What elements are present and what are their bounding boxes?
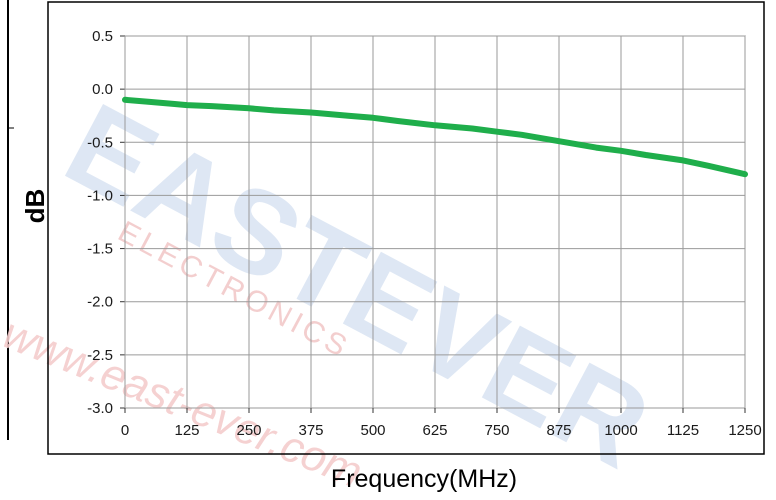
x-tick-label: 250 — [236, 422, 261, 439]
y-tick-label: 0.5 — [92, 28, 113, 45]
series-group — [122, 96, 748, 178]
x-tick-labels: 0 125 250 375 500 625 750 875 1000 1125 1250 — [121, 422, 762, 439]
data-point — [395, 118, 401, 124]
y-tick-label: -0.5 — [87, 134, 113, 151]
y-tick-label: 0.0 — [92, 81, 113, 98]
x-tick-label: 875 — [546, 422, 571, 439]
y-tick-labels: 0.5 0.0 -0.5 -1.0 -1.5 -2.0 -2.5 -3.0 — [87, 28, 113, 417]
x-tick-label: 125 — [174, 422, 199, 439]
x-tick-label: 500 — [360, 422, 385, 439]
data-point — [556, 138, 562, 144]
data-point — [680, 157, 686, 163]
plot-frame — [47, 1, 765, 455]
x-tick-label: 625 — [422, 422, 447, 439]
x-axis-title: Frequency(MHz) — [331, 465, 517, 493]
x-tick-label: 0 — [121, 422, 129, 439]
data-point — [643, 152, 649, 158]
data-point — [184, 102, 190, 108]
data-point — [618, 148, 624, 154]
y-tick-label: -1.0 — [87, 187, 113, 204]
data-point — [593, 145, 599, 151]
data-point — [742, 171, 748, 177]
data-point — [345, 113, 351, 119]
y-tick-label: -2.5 — [87, 347, 113, 364]
data-point — [271, 107, 277, 113]
x-tick-label: 375 — [298, 422, 323, 439]
data-point — [705, 163, 711, 169]
grid — [120, 35, 746, 413]
x-tick-label: 1250 — [728, 422, 761, 439]
y-axis-title: dB — [20, 189, 50, 224]
data-point — [519, 132, 525, 138]
data-point — [494, 129, 500, 135]
y-tick-label: -1.5 — [87, 241, 113, 258]
series-line — [122, 96, 748, 178]
x-tick-label: 750 — [484, 422, 509, 439]
data-point — [147, 99, 153, 105]
data-point — [246, 105, 252, 111]
x-tick-label: 1125 — [667, 422, 699, 439]
y-tick-label: -3.0 — [87, 400, 113, 417]
x-tick-label: 1000 — [604, 422, 637, 439]
data-point — [209, 103, 215, 109]
data-point — [432, 122, 438, 128]
data-point — [172, 101, 178, 107]
y-tick-label: -2.0 — [87, 294, 113, 311]
data-point — [469, 125, 475, 131]
watermark-brand: EASTEVER — [46, 78, 670, 493]
data-point — [370, 115, 376, 121]
data-point — [308, 110, 314, 116]
data-point — [122, 97, 128, 103]
